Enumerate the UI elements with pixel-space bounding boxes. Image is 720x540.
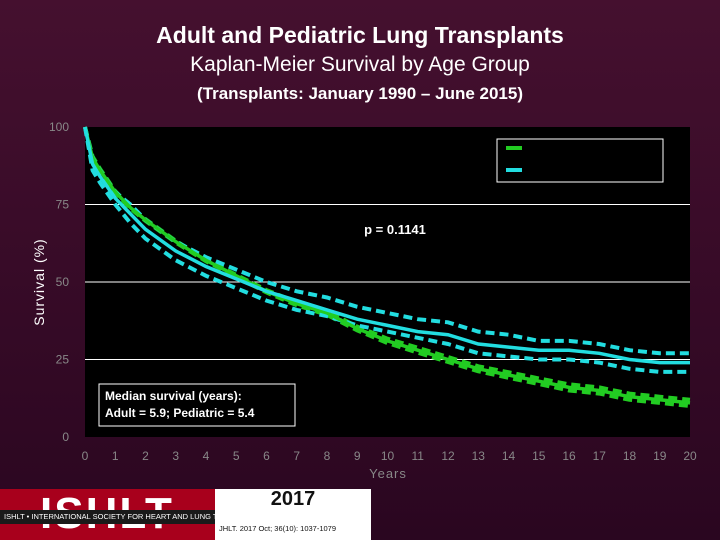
x-tick-label: 10 <box>381 449 395 463</box>
x-tick-label: 14 <box>502 449 516 463</box>
x-tick-label: 20 <box>683 449 697 463</box>
x-tick-label: 5 <box>233 449 240 463</box>
y-tick-label: 0 <box>62 430 69 444</box>
x-tick-label: 4 <box>203 449 210 463</box>
ci-lower-pediatric <box>83 126 690 374</box>
y-tick-label: 75 <box>56 198 70 212</box>
x-tick-label: 0 <box>82 449 89 463</box>
legend-box <box>496 138 664 183</box>
x-tick-label: 6 <box>263 449 270 463</box>
median-box <box>98 383 296 427</box>
x-tick-label: 9 <box>354 449 361 463</box>
x-tick-label: 7 <box>293 449 300 463</box>
x-tick-label: 13 <box>472 449 486 463</box>
series-line-adult <box>83 126 691 405</box>
median-survival-label: Median survival (years): <box>105 389 242 403</box>
chart-subtitle: Kaplan-Meier Survival by Age Group <box>190 53 530 76</box>
x-tick-label: 3 <box>172 449 179 463</box>
x-tick-label: 15 <box>532 449 546 463</box>
x-tick-label: 16 <box>562 449 576 463</box>
y-axis-label: Survival (%) <box>31 238 47 325</box>
x-axis-label: Years <box>369 466 407 481</box>
x-tick-label: 12 <box>441 449 455 463</box>
y-tick-label: 100 <box>49 120 69 134</box>
x-tick-label: 11 <box>412 449 425 463</box>
x-tick-label: 19 <box>653 449 667 463</box>
citation-text: JHLT. 2017 Oct; 36(10): 1037-1079 <box>219 524 337 533</box>
chart-title: Adult and Pediatric Lung Transplants <box>156 22 564 48</box>
x-tick-label: 1 <box>112 449 119 463</box>
y-tick-label: 50 <box>56 275 70 289</box>
chart-date-range: (Transplants: January 1990 – June 2015) <box>197 84 523 103</box>
p-value-annotation: p = 0.1141 <box>364 222 426 237</box>
x-tick-label: 8 <box>324 449 331 463</box>
x-tick-label: 18 <box>623 449 637 463</box>
citation-year: 2017 <box>270 488 316 510</box>
median-survival-values: Adult = 5.9; Pediatric = 5.4 <box>105 406 255 420</box>
ci-upper-pediatric <box>83 126 690 356</box>
x-tick-label: 2 <box>142 449 149 463</box>
citation-box <box>215 489 371 540</box>
y-tick-label: 25 <box>56 353 70 367</box>
x-tick-label: 17 <box>593 449 607 463</box>
series-line-pediatric <box>83 126 690 365</box>
